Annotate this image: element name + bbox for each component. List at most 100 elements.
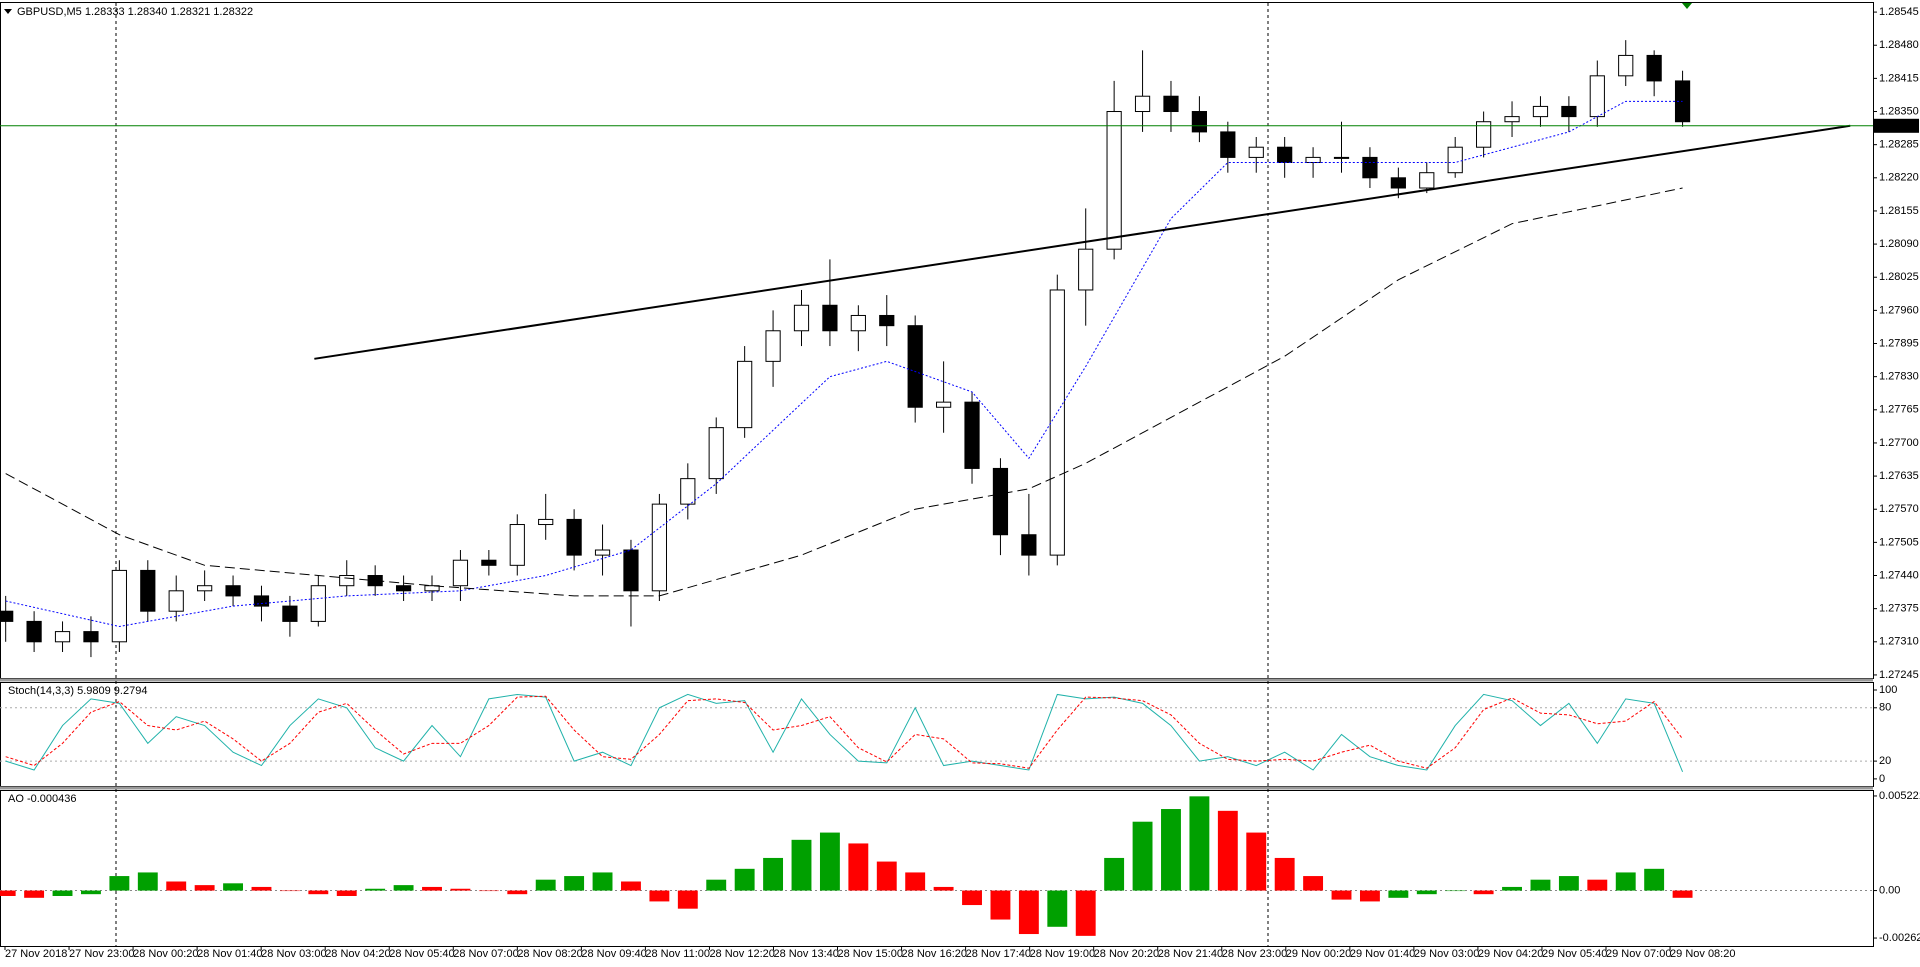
ao-bar — [706, 879, 727, 891]
candle-body — [623, 549, 639, 592]
ao-bar — [1558, 876, 1579, 891]
x-tick-label: 27 Nov 23:00 — [69, 948, 134, 960]
candle-body — [1078, 248, 1094, 291]
candle-body — [1618, 54, 1634, 77]
x-tick-label: 28 Nov 23:00 — [1222, 948, 1287, 960]
x-tick-label: 28 Nov 19:00 — [1030, 948, 1095, 960]
ao-bar — [848, 843, 869, 891]
candle-body — [1191, 111, 1208, 133]
y-tick-label: 1.27895 — [1879, 337, 1919, 349]
ao-bar — [1615, 872, 1636, 891]
candle-body — [1561, 105, 1577, 118]
y-tick-label: 100 — [1879, 684, 1897, 696]
y-tick-label: -0.002621 — [1879, 932, 1920, 944]
y-tick-label: 1.27700 — [1879, 437, 1919, 449]
ao-bar — [1104, 857, 1125, 891]
y-tick-label: 1.27245 — [1879, 669, 1919, 681]
candle-body — [992, 467, 1009, 536]
moving-average — [5, 187, 1683, 597]
candle-body — [481, 559, 497, 566]
candle-body — [1362, 156, 1378, 179]
price-label: 1.28322 — [1877, 120, 1917, 132]
y-tick-label: 80 — [1879, 702, 1891, 714]
candle-body — [140, 569, 156, 612]
candle-body — [83, 631, 99, 643]
menu-triangle[interactable] — [4, 9, 12, 14]
price-label-box — [1873, 118, 1919, 133]
candle-body — [395, 585, 412, 592]
candle-body — [225, 585, 241, 597]
x-tick-label: 29 Nov 07:00 — [1606, 948, 1671, 960]
candle-body — [1390, 177, 1406, 189]
candle-body — [765, 330, 781, 362]
ao-bar — [393, 885, 414, 891]
stoch-line — [5, 693, 1684, 772]
ao-bar — [251, 886, 272, 891]
candle-body — [26, 620, 42, 643]
y-tick-label: 1.27830 — [1879, 371, 1919, 383]
trendline — [314, 124, 1851, 360]
shift-marker — [1682, 3, 1692, 9]
ao-bar — [1445, 890, 1466, 892]
stoch-line — [5, 695, 1683, 769]
ao-bar — [763, 857, 784, 891]
y-tick-label: 0.005221 — [1879, 790, 1920, 802]
candle-body — [1476, 121, 1492, 148]
y-tick-label: 1.27960 — [1879, 304, 1919, 316]
ao-bar — [109, 876, 130, 891]
ao-bar — [592, 872, 613, 891]
candle-body — [538, 518, 554, 526]
x-tick-label: 29 Nov 08:20 — [1670, 948, 1735, 960]
candle-body — [566, 518, 582, 556]
ao-bar — [1274, 857, 1295, 891]
y-tick-label: 1.28155 — [1879, 205, 1919, 217]
candle-body — [1532, 105, 1549, 118]
ao-bar — [137, 872, 158, 891]
ao-bar — [1047, 890, 1068, 927]
candle-body — [737, 360, 753, 429]
candle-body — [936, 401, 952, 408]
ao-bar — [677, 890, 698, 909]
candle-body — [253, 595, 270, 607]
x-tick-label: 28 Nov 05:40 — [389, 948, 454, 960]
ao-bar — [1416, 890, 1437, 895]
ao-bar — [308, 890, 329, 895]
x-tick-label: 29 Nov 01:40 — [1350, 948, 1415, 960]
ao-bar — [1303, 876, 1324, 891]
y-tick-label: 1.28090 — [1879, 238, 1919, 250]
ao-bar — [194, 885, 215, 891]
stoch-title: Stoch(14,3,3) 5.9809 9.2794 — [8, 685, 147, 697]
candle-body — [1021, 534, 1037, 556]
ao-bar — [1132, 821, 1153, 891]
x-tick-label: 28 Nov 04:20 — [325, 948, 390, 960]
ao-bar — [990, 890, 1011, 920]
ao-bar — [791, 839, 812, 891]
candle-body — [1305, 156, 1321, 164]
candle-body — [964, 401, 980, 469]
candle-body — [1504, 116, 1520, 123]
ao-bar — [166, 881, 187, 891]
symbol-title: GBPUSD,M5 1.28333 1.28340 1.28321 1.2832… — [17, 6, 253, 18]
ao-bar — [621, 881, 641, 891]
ao-bar — [1331, 890, 1352, 900]
y-tick-label: 1.27505 — [1879, 536, 1919, 548]
moving-average — [5, 100, 1683, 628]
candle-body — [708, 427, 724, 480]
ao-bar — [1644, 868, 1665, 891]
ao-bar — [819, 832, 840, 891]
y-tick-label: 1.28415 — [1879, 72, 1919, 84]
x-tick-label: 28 Nov 09:40 — [581, 948, 646, 960]
ao-bar — [1388, 890, 1409, 898]
ao-bar — [1473, 890, 1494, 895]
x-tick-label: 28 Nov 13:40 — [773, 948, 838, 960]
x-tick-label: 29 Nov 05:40 — [1542, 948, 1607, 960]
candle-body — [0, 610, 14, 622]
candle-body — [1049, 289, 1065, 556]
x-tick-label: 29 Nov 03:00 — [1414, 948, 1479, 960]
x-tick-label: 28 Nov 17:40 — [966, 948, 1031, 960]
ao-bar — [1217, 810, 1238, 891]
candle-body — [907, 325, 923, 408]
